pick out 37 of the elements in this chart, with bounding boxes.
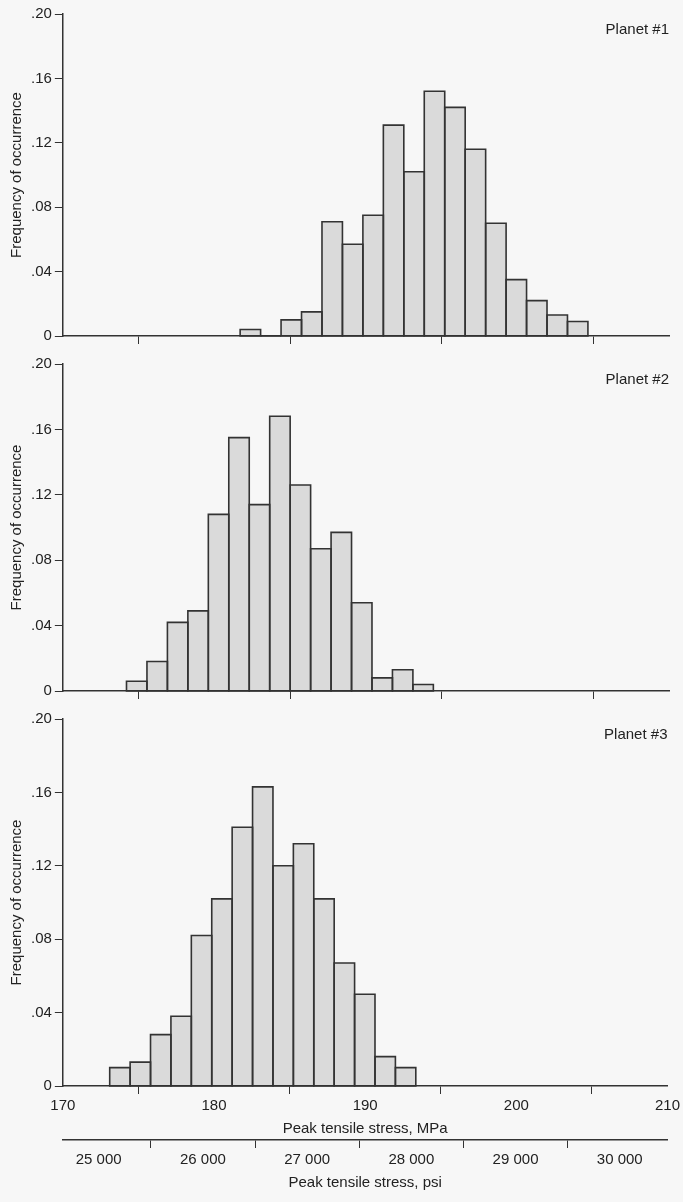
x2-tick-label: 28 000 (388, 1150, 435, 1168)
y-tick-label: .20 (30, 354, 52, 372)
y-tick-label: .16 (30, 68, 52, 86)
annotation: Planet #3 (604, 724, 668, 742)
x-tick-label: 190 (352, 1096, 378, 1114)
x-tick-label: 200 (503, 1096, 529, 1114)
y-tick-label: .12 (30, 484, 52, 502)
y-tick-label: .04 (30, 1002, 52, 1020)
y-tick-label: .04 (30, 261, 52, 279)
y-axis-title: Frequency of occurrence (7, 819, 25, 986)
x-axis-title: Peak tensile stress, MPa (282, 1119, 449, 1137)
x-tick-label: 170 (50, 1096, 76, 1114)
y-tick-label: .16 (30, 419, 52, 437)
x2-tick-label: 27 000 (284, 1150, 331, 1168)
y-tick-label: .12 (30, 855, 52, 873)
x2-tick-label: 29 000 (492, 1150, 539, 1168)
y-tick-label: .20 (30, 709, 52, 727)
y-axis-title: Frequency of occurrence (7, 92, 25, 258)
y-tick-label: 0 (43, 326, 52, 344)
y-tick-label: .08 (30, 550, 52, 568)
annotation: Planet #1 (605, 19, 669, 37)
x-tick-label: 180 (201, 1096, 227, 1114)
y-tick-label: .20 (30, 4, 52, 22)
y-axis-title: Frequency of occurrence (7, 444, 25, 611)
y-tick-label: .16 (30, 782, 52, 800)
x2-axis-title: Peak tensile stress, psi (288, 1173, 442, 1191)
x2-tick-label: 30 000 (596, 1150, 643, 1168)
y-tick-label: .04 (30, 615, 52, 633)
x2-tick-label: 26 000 (179, 1150, 226, 1168)
y-tick-label: .12 (30, 132, 52, 150)
annotation: Planet #2 (605, 369, 669, 387)
x-tick-label: 210 (654, 1096, 680, 1114)
x2-tick-label: 25 000 (75, 1150, 122, 1168)
y-tick-label: .08 (30, 929, 52, 947)
y-tick-label: .08 (30, 197, 52, 215)
y-tick-label: 0 (43, 681, 52, 699)
y-tick-label: 0 (43, 1076, 52, 1094)
